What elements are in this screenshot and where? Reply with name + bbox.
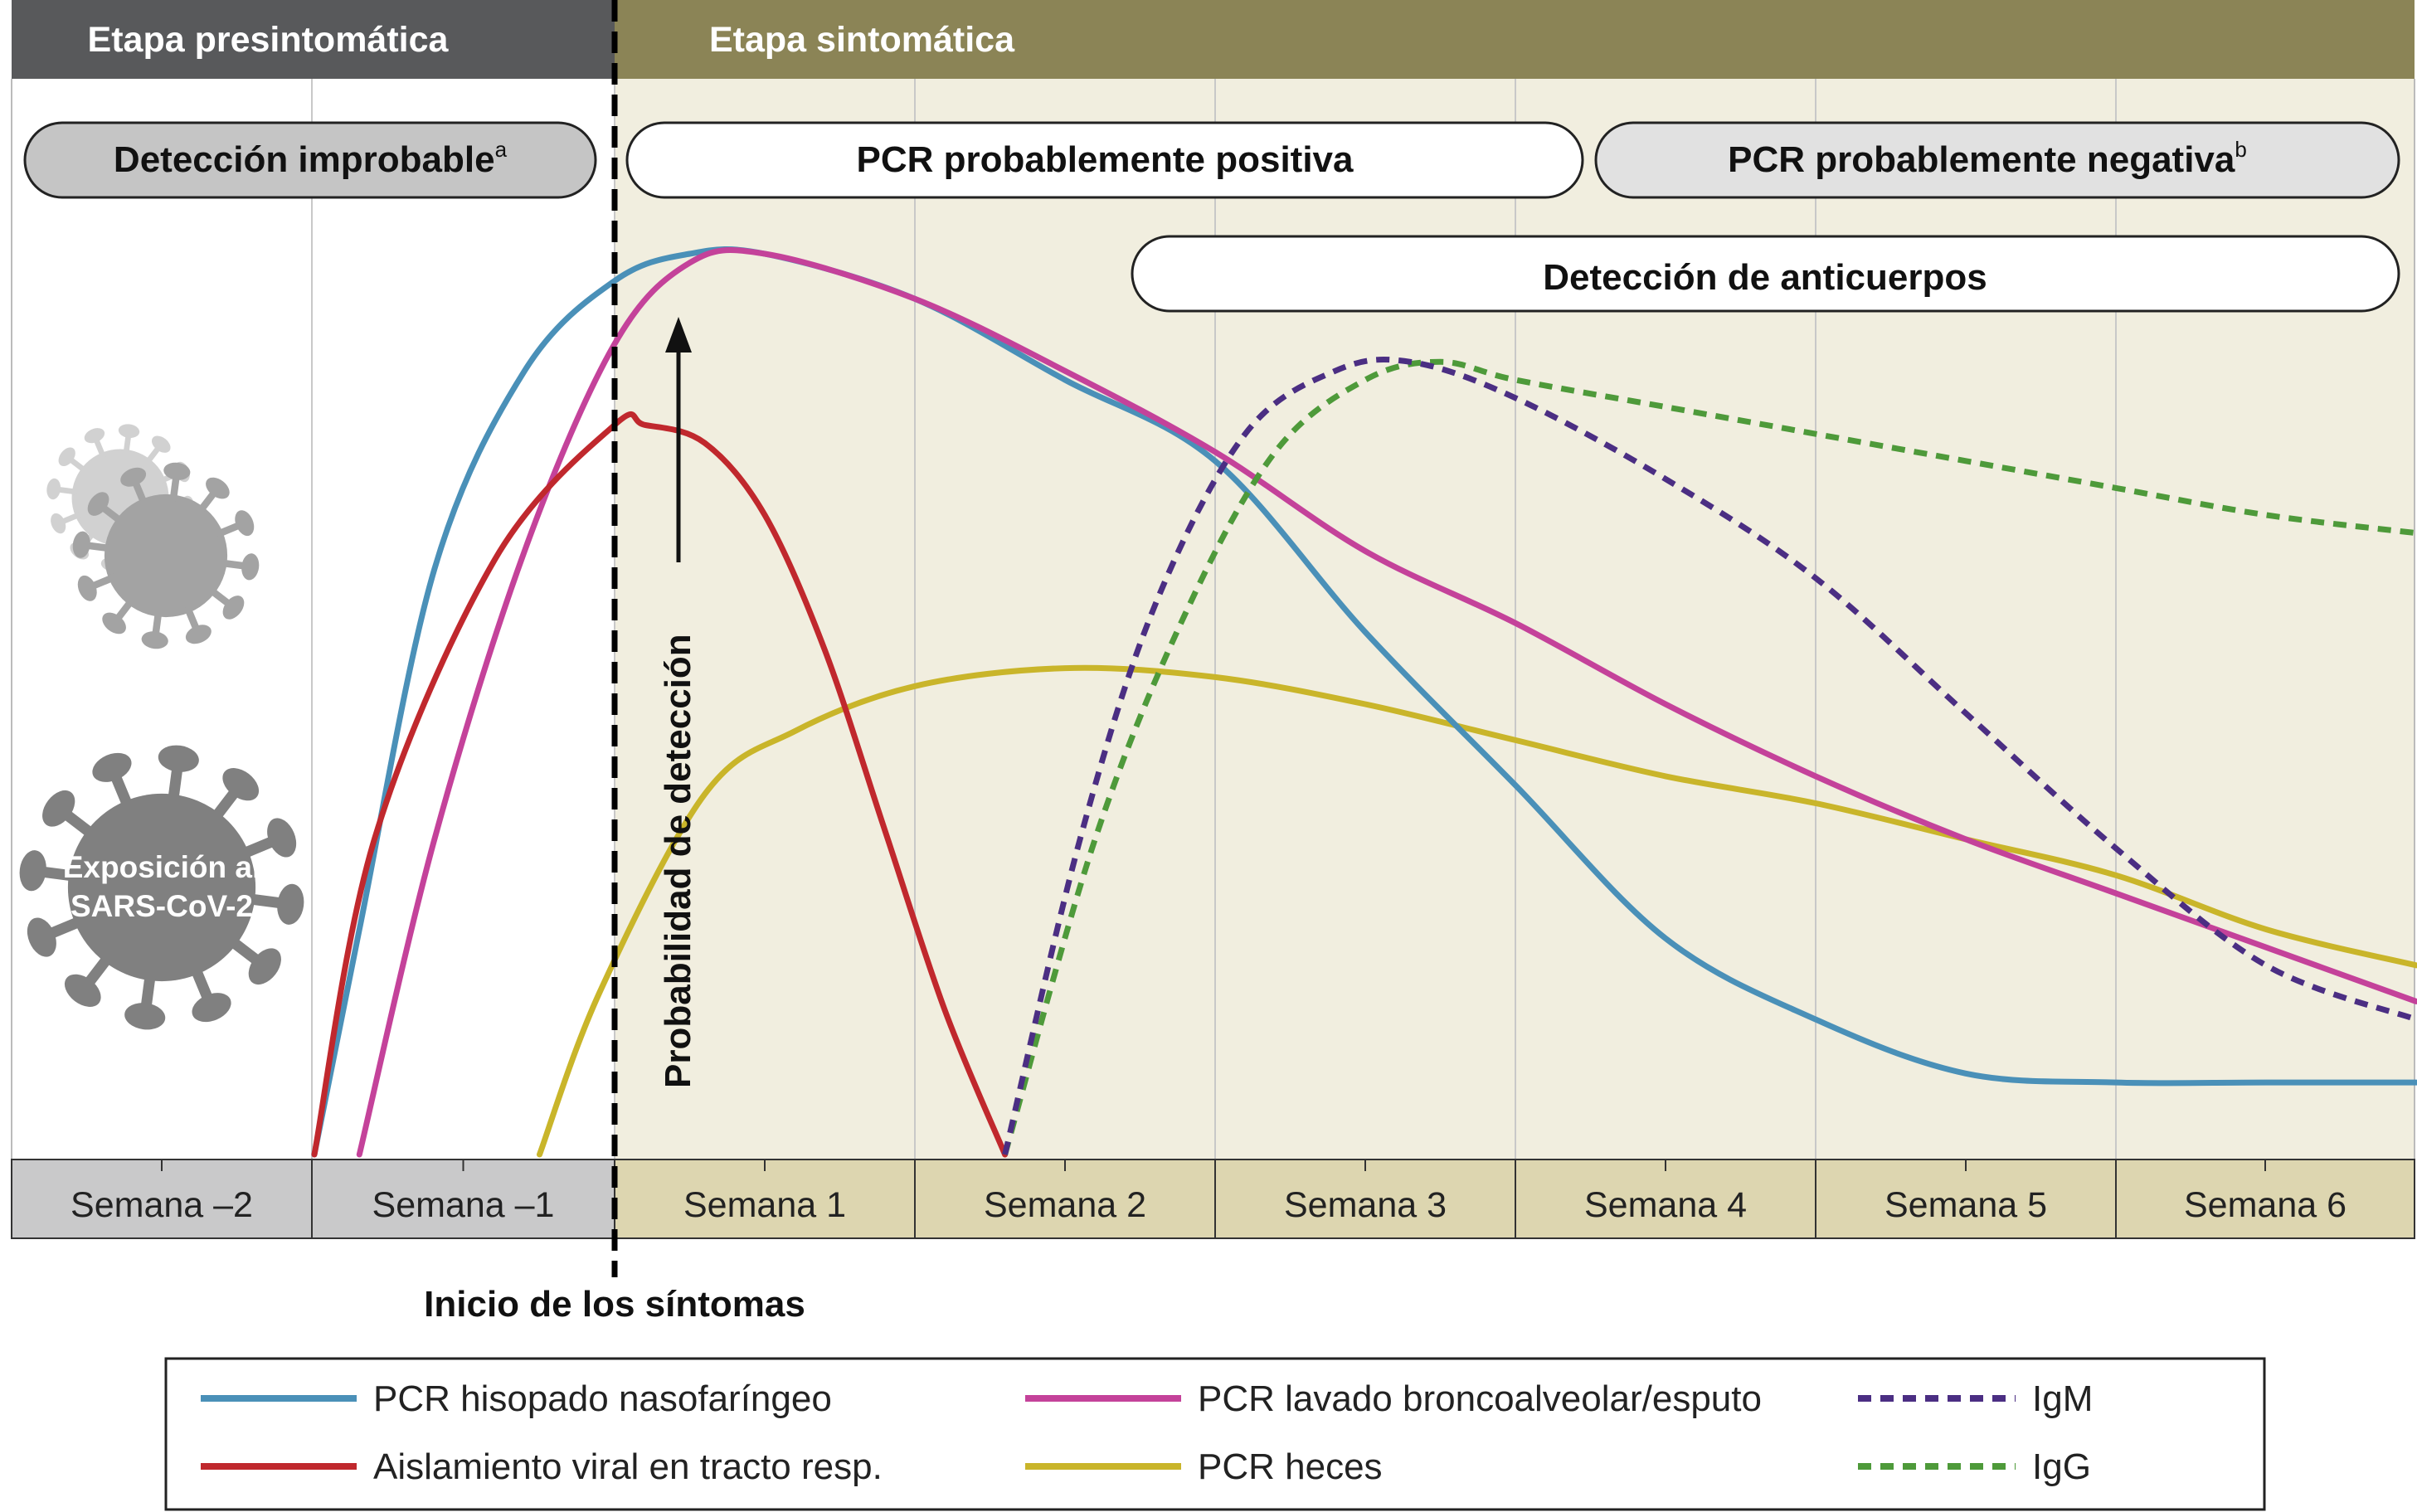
virus-spike-tip <box>163 462 191 480</box>
virus-spike-tip <box>64 974 101 1007</box>
virus-spike <box>65 455 88 474</box>
virus-label-line1: Exposición al <box>63 850 261 884</box>
virus-spike-tip <box>84 428 105 444</box>
legend-label: PCR lavado broncoalveolar/esputo <box>1198 1378 1762 1419</box>
virus-spike <box>123 430 132 455</box>
virus-spike-tip <box>58 447 75 467</box>
week-label: Semana –2 <box>71 1185 253 1225</box>
virus-spike-tip <box>206 477 230 499</box>
virus-spike-tip <box>222 768 260 801</box>
week-label: Semana 2 <box>984 1185 1146 1225</box>
virus-body <box>104 493 228 618</box>
virus-spike-tip <box>120 467 147 487</box>
pcr-negative-pill <box>1594 121 2400 199</box>
virus-spike-tip <box>241 553 260 581</box>
virus-icon-medium <box>72 462 260 649</box>
virus-spike-tip <box>87 492 109 516</box>
virus-spike-tip <box>267 818 297 858</box>
series-line <box>311 411 1009 1158</box>
virus-spike <box>144 442 163 465</box>
virus-spike-tip <box>151 435 171 453</box>
pcr-positive-pill <box>625 121 1584 199</box>
virus-spike-tip <box>185 625 212 644</box>
legend-label: Aislamiento viral en tracto resp. <box>373 1446 883 1487</box>
svg-text:PCR probablemente negativab: PCR probablemente negativab <box>1728 137 2247 180</box>
legend-label: PCR heces <box>1198 1446 1383 1487</box>
presymptomatic-background <box>12 79 615 1160</box>
detection-unlikely-label: Detección improbable <box>114 139 495 180</box>
virus-spike-tip <box>222 596 245 620</box>
virus-spike-tip <box>248 948 281 985</box>
virus-spike-tip <box>27 917 56 957</box>
series-line <box>537 664 2417 1158</box>
week-cell <box>2115 1159 2415 1239</box>
detection-unlikely-pill <box>23 121 597 199</box>
virus-spike-tip <box>158 745 199 772</box>
legend-label: PCR hisopado nasofaríngeo <box>373 1378 832 1419</box>
virus-spike <box>91 434 106 459</box>
presymptomatic-bar <box>12 0 615 79</box>
pcr-positive-label: PCR probablemente positiva <box>856 139 1354 180</box>
virus-spike-tip <box>72 531 90 558</box>
virus-spike-tip <box>102 612 126 634</box>
probability-axis-label: Probabilidad de detección <box>658 634 698 1088</box>
virus-spike-tip <box>77 575 97 601</box>
series-layer <box>311 246 2417 1158</box>
series-line <box>356 247 2417 1158</box>
virus-spike-tip <box>42 790 75 827</box>
symptomatic-bar <box>615 0 2415 79</box>
virus-spike-tip <box>118 424 140 439</box>
footnote-b: b <box>2235 137 2246 162</box>
virus-label-line2: SARS-CoV-2 <box>71 889 253 923</box>
virus-spike-tip <box>124 1003 166 1030</box>
virus-icon-large <box>19 745 304 1030</box>
pcr-negative-label: PCR probablemente negativa <box>1728 139 2235 180</box>
week-axis: Semana –2 Semana –1 Semana 1 Semana 2 Semana… <box>11 1159 2415 1239</box>
virus-spike-tip <box>141 631 168 649</box>
probability-arrow-head <box>665 317 692 352</box>
footnote-a: a <box>495 137 508 162</box>
series-line <box>1002 358 2417 1155</box>
virus-spike-tip <box>192 993 231 1023</box>
week-label: Semana 3 <box>1284 1185 1447 1225</box>
antibody-detection-label: Detección de anticuerpos <box>1543 257 1987 298</box>
symptomatic-stage-label: Etapa sintomática <box>709 20 1015 60</box>
week-label: Semana 6 <box>2184 1185 2346 1225</box>
series-line <box>1002 357 2417 1155</box>
virus-spike-tip <box>46 478 61 500</box>
virus-spike-tip <box>92 752 132 782</box>
virus-spike-tip <box>235 510 255 537</box>
legend: PCR hisopado nasofaríngeo PCR lavado bron… <box>201 1378 2093 1487</box>
virus-spike-tip <box>51 513 66 534</box>
week-cell <box>914 1159 1216 1239</box>
presymptomatic-stage-label: Etapa presintomática <box>88 20 450 60</box>
week-label: Semana 5 <box>1884 1185 2047 1225</box>
virus-spike-tip <box>19 850 46 892</box>
symptom-onset-label: Inicio de los síntomas <box>424 1284 805 1325</box>
svg-text:Detección improbablea: Detección improbablea <box>114 137 508 180</box>
legend-label: IgG <box>2032 1446 2091 1487</box>
week-cell <box>614 1159 916 1239</box>
legend-label: IgM <box>2032 1378 2093 1419</box>
legend-box <box>164 1357 2266 1511</box>
virus-spike-tip <box>277 883 304 925</box>
series-line <box>311 246 2417 1158</box>
virus-spike <box>53 486 78 495</box>
virus-body <box>67 793 256 982</box>
week-cell <box>1515 1159 1816 1239</box>
virus-spike <box>56 512 81 527</box>
week-label: Semana –1 <box>372 1185 555 1225</box>
antibody-detection-pill <box>1131 235 2400 313</box>
week-label: Semana 4 <box>1584 1185 1747 1225</box>
week-label: Semana 1 <box>683 1185 846 1225</box>
